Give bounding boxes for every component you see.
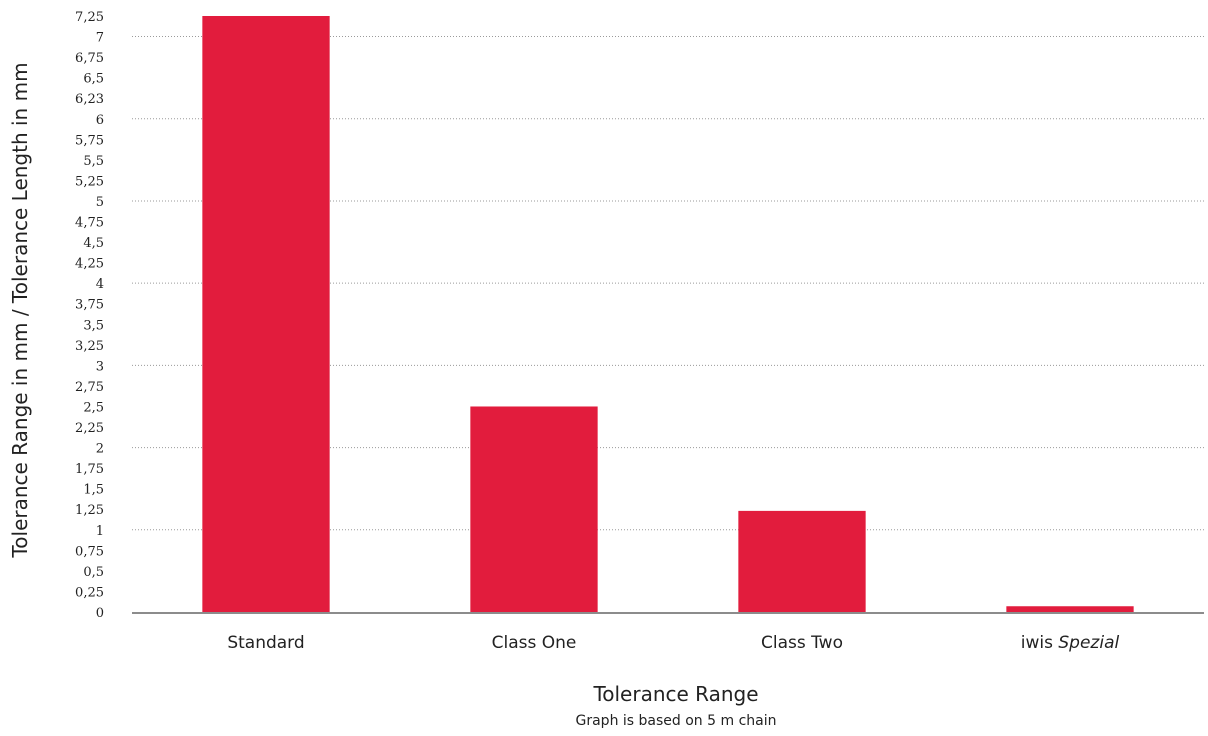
x-axis-note: Graph is based on 5 m chain (576, 713, 777, 729)
y-tick-label: 6,5 (83, 72, 104, 87)
y-tick-label: 1,5 (83, 483, 104, 498)
y-axis-tick-labels: 0 0,25 0,5 0,75 1 1,25 1,5 1,75 2 2,25 2,5 2,75 3 3,2… (75, 10, 104, 621)
x-tick-label: Class Two (761, 633, 843, 653)
bar (470, 406, 598, 612)
x-tick-label: iwis Spezial (1021, 633, 1120, 653)
y-tick-label: 7 (96, 31, 104, 46)
y-tick-label: 2 (96, 442, 104, 457)
y-axis-title: Tolerance Range in mm / Tolerance Length… (8, 62, 32, 558)
y-tick-label: 4,5 (83, 236, 104, 251)
y-tick-label: 7,25 (75, 10, 104, 25)
y-tick-label: 0 (96, 606, 104, 621)
y-tick-label: 3,75 (75, 298, 104, 313)
y-tick-label: 4,75 (75, 216, 104, 231)
y-tick-label: 2,75 (75, 380, 104, 395)
y-tick-label: 0,25 (75, 585, 104, 600)
y-tick-label: 1,75 (75, 462, 104, 477)
y-tick-label: 3 (96, 359, 104, 374)
x-axis-title: Tolerance Range (592, 682, 758, 706)
y-tick-label: 3,25 (75, 339, 104, 354)
y-tick-label: 4 (96, 277, 104, 292)
y-tick-label: 5 (96, 195, 104, 210)
y-tick-label: 4,25 (75, 257, 104, 272)
y-tick-label: 5,75 (75, 133, 104, 148)
y-tick-label: 1,25 (75, 503, 104, 518)
y-tick-label: 2,25 (75, 421, 104, 436)
bars (202, 16, 1134, 612)
bar (738, 510, 866, 612)
y-tick-label: 0,75 (75, 544, 104, 559)
y-tick-label: 2,5 (83, 400, 104, 415)
y-tick-label: 6 (96, 113, 104, 128)
bar (202, 16, 330, 612)
y-tick-label: 3,5 (83, 318, 104, 333)
y-tick-label: 5,5 (83, 154, 104, 169)
y-tick-label: 0,5 (83, 565, 104, 580)
x-tick-label: Standard (227, 633, 304, 653)
y-tick-label: 6,23 (75, 92, 104, 107)
y-tick-label: 5,25 (75, 174, 104, 189)
x-tick-label: Class One (492, 633, 577, 653)
y-tick-label: 1 (96, 524, 104, 539)
bar (1006, 606, 1134, 612)
y-tick-label: 6,75 (75, 51, 104, 66)
x-axis-tick-labels: Standard Class One Class Two iwis Spezial (227, 633, 1119, 653)
